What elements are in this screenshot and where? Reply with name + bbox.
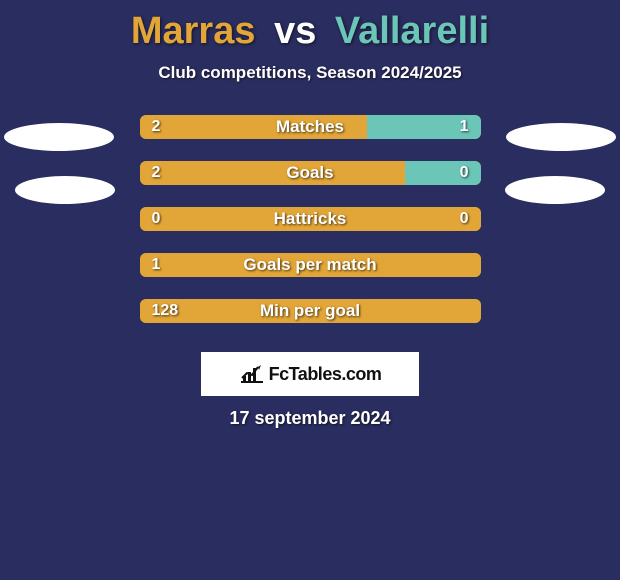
stat-value-right: 0 [460,161,469,185]
date-text: 17 september 2024 [0,408,620,429]
player1-oval-top [4,123,114,151]
stat-label: Hattricks [140,207,481,231]
stat-row: 0Hattricks0 [140,207,481,231]
title-player1: Marras [131,10,256,52]
stat-row: 2Matches1 [140,115,481,139]
stat-value-right: 0 [460,207,469,231]
stat-value-right: 1 [460,115,469,139]
player1-oval-bottom [15,176,115,204]
stat-row: 1Goals per match [140,253,481,277]
logo-text: FcTables.com [269,364,382,385]
subtitle: Club competitions, Season 2024/2025 [0,63,620,83]
stat-label: Goals [140,161,481,185]
player2-oval-bottom [505,176,605,204]
stat-label: Min per goal [140,299,481,323]
title-player2: Vallarelli [335,10,489,52]
stat-label: Matches [140,115,481,139]
chart-bars-icon [239,364,263,384]
player2-oval-top [506,123,616,151]
stat-row: 2Goals0 [140,161,481,185]
logo-box[interactable]: FcTables.com [201,352,419,396]
title-vs: vs [274,10,316,52]
stat-row: 128Min per goal [140,299,481,323]
stat-label: Goals per match [140,253,481,277]
page-title: Marras vs Vallarelli [0,0,620,53]
